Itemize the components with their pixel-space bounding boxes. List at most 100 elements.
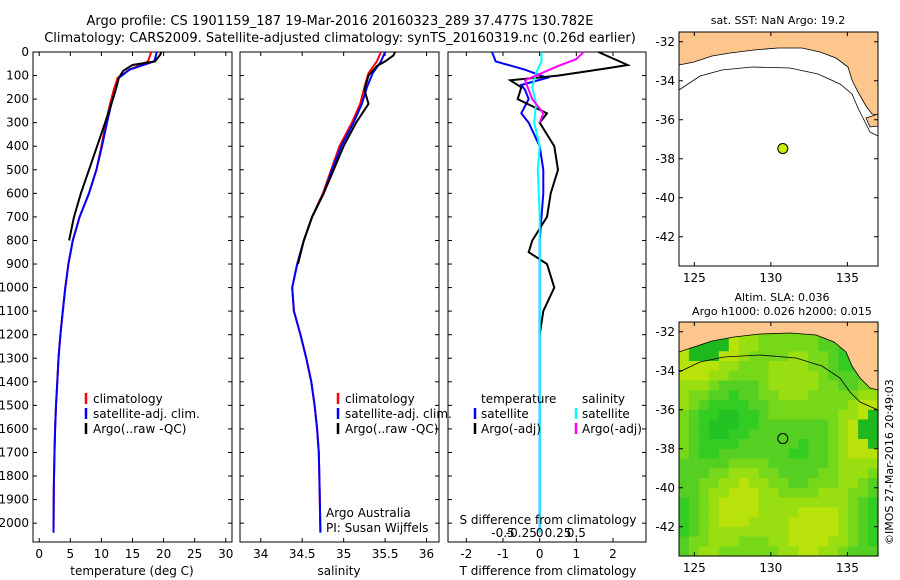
sla-cell — [748, 419, 760, 430]
xtick-label: 35.5 — [372, 547, 399, 561]
sla-cell — [788, 487, 799, 499]
sla-cell — [768, 400, 780, 411]
sla-cell — [708, 351, 720, 362]
sla-cell — [738, 341, 750, 352]
sla-cell — [868, 507, 879, 518]
sla-cell — [838, 468, 849, 479]
sla-cell — [778, 468, 790, 479]
map-ytick-label: -38 — [655, 442, 675, 456]
sla-cell — [758, 487, 770, 499]
sla-cell — [828, 380, 839, 391]
sla-cell — [679, 517, 690, 528]
sla-cell — [828, 370, 839, 382]
sla-cell — [679, 536, 690, 547]
sla-cell — [838, 400, 849, 411]
sla-cell — [748, 380, 760, 391]
sla-cell — [798, 390, 809, 401]
sla-cell — [798, 370, 809, 382]
sla-cell — [698, 351, 710, 362]
sla-cell — [848, 497, 859, 508]
sla-cell — [838, 439, 849, 450]
sla-cell — [828, 439, 839, 450]
sla-cell — [718, 487, 730, 499]
sla-cell — [838, 507, 849, 518]
series-line — [68, 51, 163, 241]
sla-cell — [679, 361, 690, 372]
sla-cell — [778, 390, 790, 401]
temperature-xlabel: temperature (deg C) — [70, 564, 193, 578]
sla-cell — [748, 400, 760, 411]
sla-cell — [748, 526, 760, 538]
sla-cell — [808, 448, 819, 460]
map-ytick-label: -34 — [655, 74, 675, 88]
sla-cell — [758, 400, 770, 411]
sla-cell — [828, 448, 839, 460]
xtick-label: -1 — [497, 547, 509, 561]
sla-cell — [768, 361, 780, 372]
sla-cell — [718, 458, 730, 469]
sla-cell — [818, 400, 829, 411]
map-xtick-label: 135 — [836, 271, 859, 285]
sla-cell — [798, 331, 809, 343]
sla-cell — [858, 546, 869, 557]
sla-cell — [868, 448, 879, 460]
map-ytick-label: -38 — [655, 152, 675, 166]
ytick-label: 400 — [6, 139, 29, 153]
sla-cell — [768, 448, 780, 460]
sla-cell — [788, 331, 799, 343]
sla-cell — [838, 419, 849, 430]
sla-cell — [778, 409, 790, 421]
sla-cell — [808, 370, 819, 382]
sla-cell — [818, 526, 829, 538]
sla-cell — [738, 439, 750, 450]
ytick-label: 1200 — [0, 328, 29, 342]
salinity-xlabel: salinity — [317, 564, 360, 578]
sla-cell — [808, 487, 819, 499]
sla-cell — [748, 487, 760, 499]
sla-cell — [728, 458, 740, 469]
sla-cell — [688, 439, 700, 450]
ytick-label: 1300 — [0, 351, 29, 365]
argo-position-marker — [777, 143, 789, 155]
sla-cell — [868, 458, 879, 469]
sla-cell — [718, 526, 730, 538]
sla-cell — [738, 390, 750, 401]
sla-cell — [798, 517, 809, 528]
ytick-label: 200 — [6, 92, 29, 106]
map-ytick-label: -36 — [655, 113, 675, 127]
sla-cell — [698, 380, 710, 391]
xtick-label: 20 — [156, 547, 171, 561]
sla-cell — [778, 517, 790, 528]
sla-cell — [688, 497, 700, 508]
sla-cell — [768, 409, 780, 421]
sla-cell — [808, 478, 819, 489]
map-xtick-label: 125 — [683, 271, 706, 285]
sla-cell — [788, 526, 799, 538]
ytick-label: 500 — [6, 163, 29, 177]
sla-cell — [748, 478, 760, 489]
map-ytick-label: -42 — [655, 520, 675, 534]
s-tick-label: 0.25 — [545, 526, 572, 540]
sla-cell — [768, 341, 780, 352]
sla-cell — [778, 546, 790, 557]
sla-cell — [738, 526, 750, 538]
sla-cell — [728, 507, 740, 518]
sla-cell — [708, 507, 720, 518]
sla-cell — [848, 536, 859, 547]
sla-cell — [848, 487, 859, 499]
sla-cell — [718, 497, 730, 508]
sla-cell — [698, 536, 710, 547]
sla-map-panel: Altim. SLA: 0.036 Argo h1000: 0.026 h200… — [655, 291, 879, 575]
sla-land — [678, 321, 879, 391]
sla-cell — [698, 341, 710, 352]
sla-cell — [728, 361, 740, 372]
sla-cell — [798, 468, 809, 479]
sla-cell — [768, 390, 780, 401]
sla-cell — [728, 380, 740, 391]
sla-cell — [798, 409, 809, 421]
sla-cell — [748, 331, 760, 343]
sla-cell — [828, 400, 839, 411]
sla-cell — [808, 380, 819, 391]
sla-cell — [688, 419, 700, 430]
sla-cell — [828, 526, 839, 538]
